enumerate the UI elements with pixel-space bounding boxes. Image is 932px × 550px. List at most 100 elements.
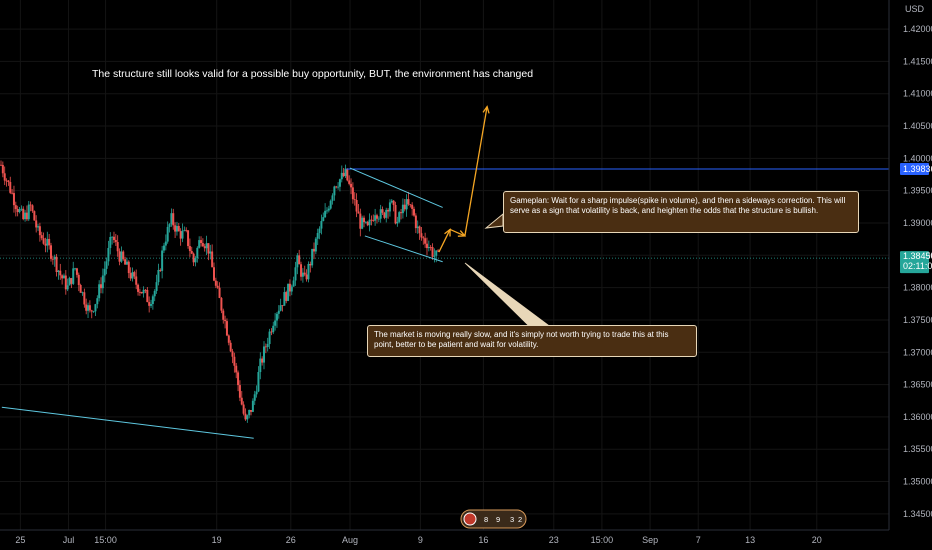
candle-body	[155, 282, 158, 291]
candle-body	[118, 251, 121, 262]
candle-body	[359, 213, 362, 229]
candle-body	[14, 205, 17, 209]
candle-body	[214, 280, 217, 286]
candle-body	[307, 264, 310, 280]
time-tick-label: 19	[212, 535, 222, 545]
candle-body	[16, 208, 19, 213]
time-axis[interactable]: 25 Jul 15:00 19 26 Aug 9 16 23 15:00 Sep 7 13 20	[0, 529, 889, 545]
market-note[interactable]: The market is moving really slow, and it…	[367, 325, 697, 357]
candle-body	[135, 276, 138, 285]
candle-body	[351, 187, 354, 200]
projection-arrow-segment[interactable]	[438, 229, 451, 253]
time-tick-label: 20	[812, 535, 822, 545]
candle-body	[251, 400, 254, 412]
candle-body	[68, 278, 71, 286]
currency-label: USD	[905, 4, 925, 14]
time-tick-labels: 25 Jul 15:00 19 26 Aug 9 16 23 15:00 Sep 7 13 20	[15, 535, 821, 545]
candle-body	[161, 250, 164, 271]
candle-body	[237, 372, 240, 386]
candle-body	[277, 310, 280, 314]
candle-body	[46, 238, 49, 246]
channel-top-line[interactable]	[349, 167, 443, 208]
candle-body	[262, 346, 265, 363]
candle-body	[246, 415, 249, 420]
candle-body	[9, 181, 12, 193]
candle-body	[62, 275, 65, 279]
candle-body	[335, 186, 338, 188]
candle-body	[240, 397, 243, 405]
candle-body	[309, 264, 312, 266]
candle-body	[268, 331, 271, 345]
price-tick-label: 1.35500	[903, 444, 932, 454]
candle-body	[87, 305, 90, 311]
candle-body	[57, 270, 60, 273]
projection-arrow-segment[interactable]	[449, 228, 466, 237]
candles	[0, 160, 440, 423]
level-price-label: 1.39836	[900, 162, 932, 175]
support-line[interactable]	[1, 406, 254, 439]
candle-body	[120, 251, 123, 262]
candle-body	[125, 261, 128, 265]
time-tick-label: 9	[418, 535, 423, 545]
candle-body	[129, 273, 132, 279]
event-badge-2: 9	[496, 515, 500, 524]
candle-body	[79, 284, 82, 293]
candle-body	[357, 211, 360, 214]
candle-body	[261, 358, 264, 363]
candle-body	[274, 320, 277, 326]
candle-body	[151, 296, 154, 305]
channel-bottom-line[interactable]	[364, 235, 443, 263]
candle-body	[209, 251, 212, 254]
candle-body	[44, 243, 47, 246]
candle-body	[172, 213, 175, 226]
price-axis[interactable]: 1.34500 1.35000 1.35500 1.36000 1.36500 1.370…	[888, 0, 932, 530]
grid	[0, 0, 889, 530]
candle-body	[244, 413, 247, 420]
price-tick-label: 1.35000	[903, 477, 932, 487]
candle-body	[75, 268, 78, 275]
candle-body	[422, 237, 425, 239]
candle-body	[327, 208, 330, 211]
candle-body	[287, 283, 290, 301]
event-badges[interactable]: 8 9 3 2	[460, 509, 527, 529]
candle-body	[409, 204, 412, 206]
candle-body	[116, 242, 119, 252]
candle-body	[157, 269, 160, 283]
gameplan-note[interactable]: Gameplan: Wait for a sharp impulse(spike…	[503, 191, 859, 233]
trend-lines[interactable]	[1, 167, 889, 439]
candle-body	[318, 228, 321, 234]
candle-body	[361, 217, 364, 229]
candle-body	[296, 255, 299, 268]
candle-body	[229, 342, 232, 352]
candle-body	[66, 285, 69, 290]
candle-body	[224, 319, 227, 322]
candle-body	[122, 251, 125, 260]
candle-body	[425, 243, 428, 249]
candle-body	[377, 218, 380, 220]
candle-body	[385, 209, 388, 218]
candle-body	[111, 236, 114, 238]
candle-body	[179, 231, 182, 239]
candle-body	[170, 213, 173, 225]
chart-headline[interactable]: The structure still looks valid for a po…	[92, 68, 533, 80]
svg-text:1.38456: 1.38456	[903, 251, 932, 261]
candle-body	[429, 246, 432, 248]
candle-body	[272, 325, 275, 333]
candle-body	[416, 226, 419, 229]
projection-arrows[interactable]	[438, 105, 490, 253]
candle-body	[109, 237, 112, 248]
projection-arrow-segment[interactable]	[464, 106, 488, 237]
event-badge-flag-icon	[463, 512, 477, 526]
candle-body	[270, 331, 273, 333]
candle-body	[103, 268, 106, 276]
candle-body	[185, 229, 188, 231]
candle-body	[112, 236, 115, 240]
candle-body	[322, 217, 325, 222]
candle-body	[183, 229, 186, 231]
candle-body	[311, 248, 314, 266]
candle-body	[222, 310, 225, 320]
price-tick-label: 1.34500	[903, 509, 932, 519]
event-badge-1: 8	[484, 515, 488, 524]
candle-body	[12, 193, 15, 206]
